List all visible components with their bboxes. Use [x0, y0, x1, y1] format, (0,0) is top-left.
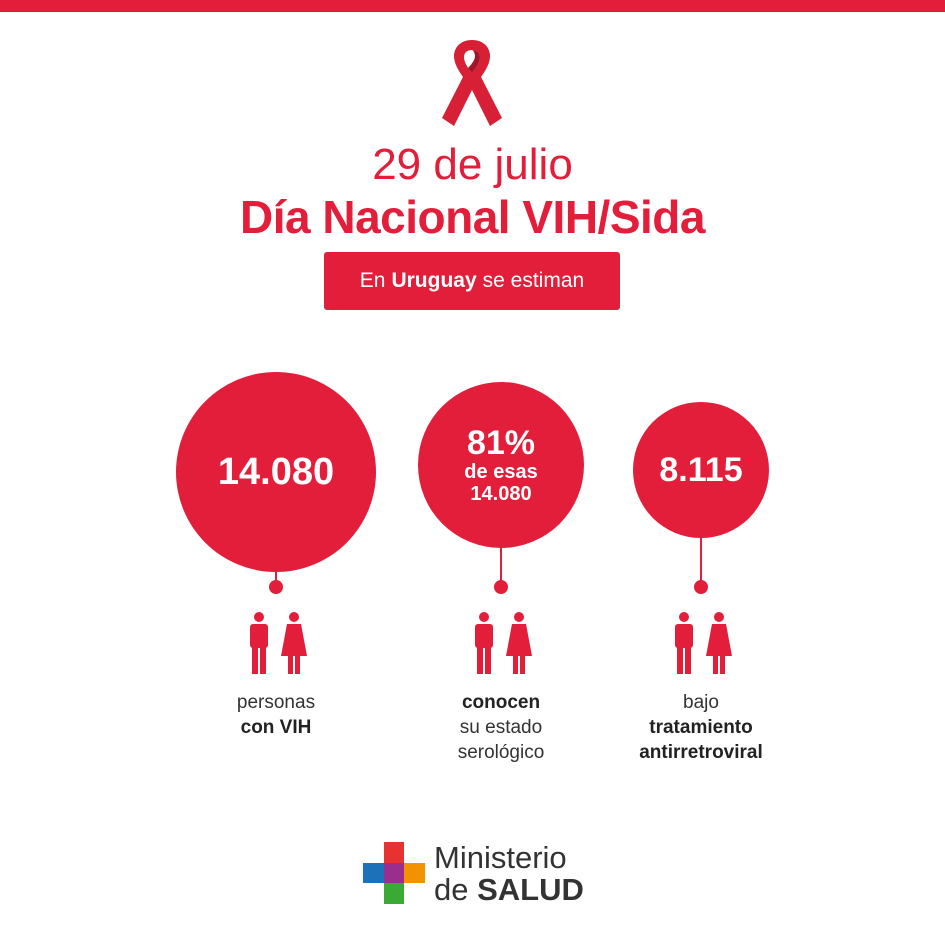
event-date: 29 de julio: [372, 140, 573, 189]
stat-value: 81%: [466, 424, 536, 462]
logo-line-1: Ministerio: [434, 840, 567, 875]
stat-sub-line: 14.080: [470, 483, 532, 505]
caption-line-bold: antirretroviral: [639, 742, 763, 763]
caption-line: personas: [236, 692, 316, 713]
stat-sub-line: de esas: [464, 461, 538, 483]
connector-dot: [269, 580, 283, 594]
red-ribbon-icon: [442, 40, 502, 126]
caption-line-bold: tratamiento: [649, 717, 753, 738]
intro-suffix: se estiman: [482, 269, 585, 292]
stat-circle-people-with-hiv: 14.080: [176, 372, 376, 572]
stat-circle-know-status: 81% de esas 14.080: [418, 382, 584, 548]
man-woman-icon: [475, 612, 532, 674]
man-woman-icon: [250, 612, 307, 674]
caption-line: bajo: [683, 692, 719, 713]
caption-line-bold: conocen: [461, 692, 541, 713]
connector-line: [700, 536, 702, 582]
ministerio-logo-text: Ministerio de SALUD: [434, 842, 584, 906]
ministerio-cross-logo: [363, 842, 425, 904]
caption-line-bold: con VIH: [240, 717, 312, 738]
connector-line: [500, 546, 502, 582]
stat-caption: personas con VIH: [176, 690, 376, 740]
stat-caption: conocen su estado serológico: [401, 690, 601, 765]
top-accent-bar: [0, 0, 945, 12]
intro-banner: En Uruguay se estiman: [324, 252, 620, 310]
stat-caption: bajo tratamiento antirretroviral: [601, 690, 801, 765]
intro-prefix: En: [359, 269, 386, 292]
connector-dot: [694, 580, 708, 594]
connector-dot: [494, 580, 508, 594]
caption-line: su estado: [459, 717, 543, 738]
caption-line: serológico: [457, 742, 545, 763]
event-title: Día Nacional VIH/Sida: [240, 191, 705, 243]
stat-value: 8.115: [659, 450, 743, 489]
intro-country: Uruguay: [391, 269, 477, 292]
logo-line-2: de SALUD: [434, 872, 584, 907]
connector-line: [275, 568, 277, 582]
man-woman-icon: [675, 612, 732, 674]
stat-circle-on-treatment: 8.115: [633, 402, 769, 538]
stat-value: 14.080: [217, 450, 335, 493]
